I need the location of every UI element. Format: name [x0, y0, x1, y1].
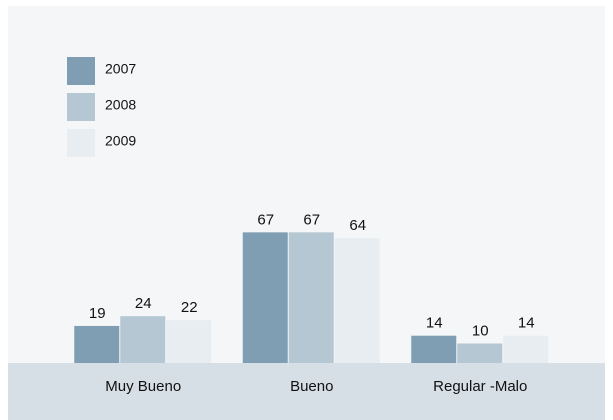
- category-band: [8, 363, 605, 420]
- bar: [334, 238, 380, 363]
- x-tick-label: Muy Bueno: [105, 378, 181, 395]
- data-label: 64: [349, 217, 366, 234]
- bar: [166, 320, 212, 363]
- data-label: 10: [472, 322, 489, 339]
- x-tick-label: Regular -Malo: [433, 378, 527, 395]
- bar: [120, 316, 166, 363]
- bar: [411, 335, 457, 363]
- data-label: 67: [257, 211, 274, 228]
- data-label: 19: [89, 305, 106, 322]
- data-label: 14: [518, 315, 535, 332]
- bar: [457, 343, 503, 363]
- legend-label: 2009: [105, 133, 136, 149]
- legend-label: 2008: [105, 97, 136, 113]
- legend-swatch: [67, 93, 95, 121]
- legend-label: 2007: [105, 61, 136, 77]
- data-label: 14: [426, 315, 443, 332]
- bar: [74, 325, 120, 363]
- bar: [503, 335, 549, 363]
- data-label: 22: [181, 299, 198, 316]
- data-label: 67: [303, 211, 320, 228]
- data-label: 24: [135, 295, 152, 312]
- bar: [242, 232, 288, 363]
- legend-swatch: [67, 129, 95, 157]
- x-tick-label: Bueno: [290, 378, 333, 395]
- legend-swatch: [67, 57, 95, 85]
- bar: [288, 232, 334, 363]
